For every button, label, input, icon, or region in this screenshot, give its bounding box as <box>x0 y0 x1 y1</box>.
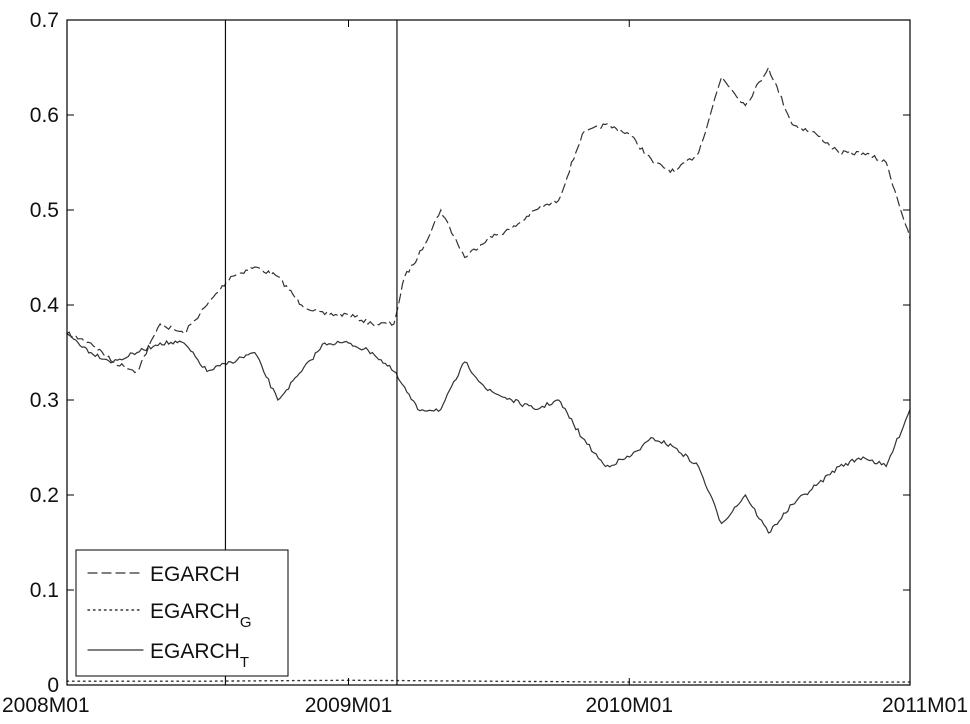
x-tick-label: 2010M01 <box>585 694 673 717</box>
y-tick-label: 0.4 <box>30 294 60 317</box>
plot-area-frame <box>66 19 911 686</box>
axis-ticks <box>66 19 911 686</box>
legend-label-subscript: T <box>240 654 249 671</box>
y-axis-tick-labels: 0 0.1 0.2 0.3 0.4 0.5 0.6 0.7 <box>30 9 60 697</box>
y-tick-label: 0.1 <box>30 579 59 602</box>
y-tick-label: 0 <box>47 674 59 697</box>
series-line-egarch-t <box>66 332 911 534</box>
x-axis-tick-labels: 2008M01 2009M01 2010M01 2011M01 <box>2 694 968 717</box>
x-tick-label: 2008M01 <box>2 694 90 717</box>
y-tick-label: 0.2 <box>30 484 59 507</box>
series-line-egarch-g <box>66 679 911 683</box>
legend-label: EGARCHT <box>150 640 249 671</box>
x-tick-label: 2011M01 <box>882 694 968 717</box>
series-layer <box>66 65 911 683</box>
legend-label-subscript: G <box>240 614 252 631</box>
y-tick-label: 0.6 <box>30 104 59 127</box>
legend-label-base: EGARCH <box>150 600 240 623</box>
legend-label-base: EGARCH <box>150 640 240 663</box>
y-tick-label: 0.7 <box>30 9 59 32</box>
y-tick-label: 0.5 <box>30 199 59 222</box>
series-line-egarch <box>66 65 911 374</box>
legend-label-base: EGARCH <box>150 563 240 586</box>
legend-label: EGARCH <box>150 563 240 586</box>
legend-label: EGARCHG <box>150 600 252 631</box>
x-tick-label: 2009M01 <box>305 694 393 717</box>
y-tick-label: 0.3 <box>30 389 59 412</box>
legend-box <box>75 549 289 677</box>
